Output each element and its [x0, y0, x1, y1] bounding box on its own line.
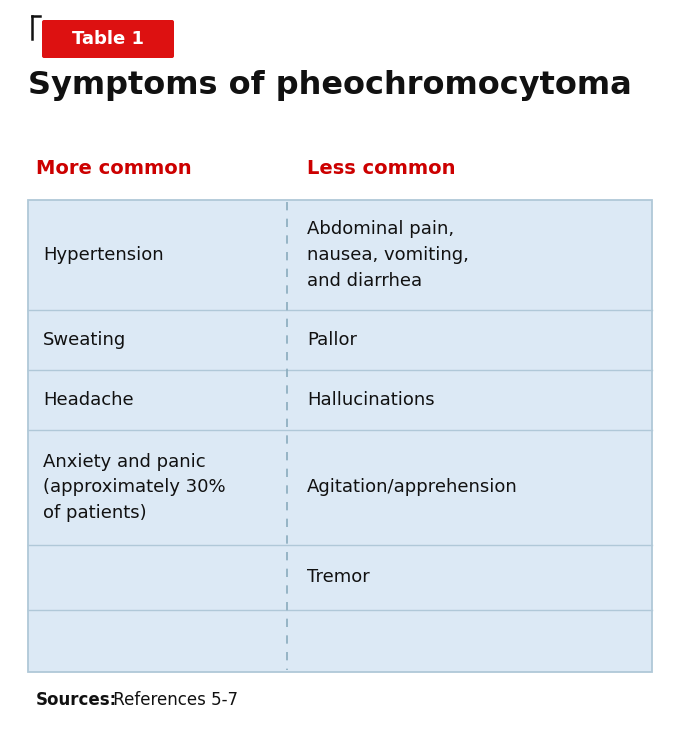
Text: Less common: Less common: [307, 158, 456, 177]
Text: Hypertension: Hypertension: [43, 246, 164, 264]
Text: References 5-7: References 5-7: [108, 691, 238, 709]
Text: Abdominal pain,
nausea, vomiting,
and diarrhea: Abdominal pain, nausea, vomiting, and di…: [307, 221, 469, 290]
Text: Pallor: Pallor: [307, 331, 357, 349]
Text: Anxiety and panic
(approximately 30%
of patients): Anxiety and panic (approximately 30% of …: [43, 453, 226, 522]
Bar: [28, 200, 652, 672]
Text: More common: More common: [36, 158, 192, 177]
Text: Agitation/apprehension: Agitation/apprehension: [307, 479, 517, 496]
Text: Table 1: Table 1: [72, 30, 144, 48]
Text: Hallucinations: Hallucinations: [307, 391, 435, 409]
Text: Sources:: Sources:: [36, 691, 117, 709]
Text: Symptoms of pheochromocytoma: Symptoms of pheochromocytoma: [28, 70, 632, 101]
Text: Tremor: Tremor: [307, 569, 370, 586]
Text: Headache: Headache: [43, 391, 134, 409]
Text: Sweating: Sweating: [43, 331, 126, 349]
FancyBboxPatch shape: [42, 20, 174, 58]
